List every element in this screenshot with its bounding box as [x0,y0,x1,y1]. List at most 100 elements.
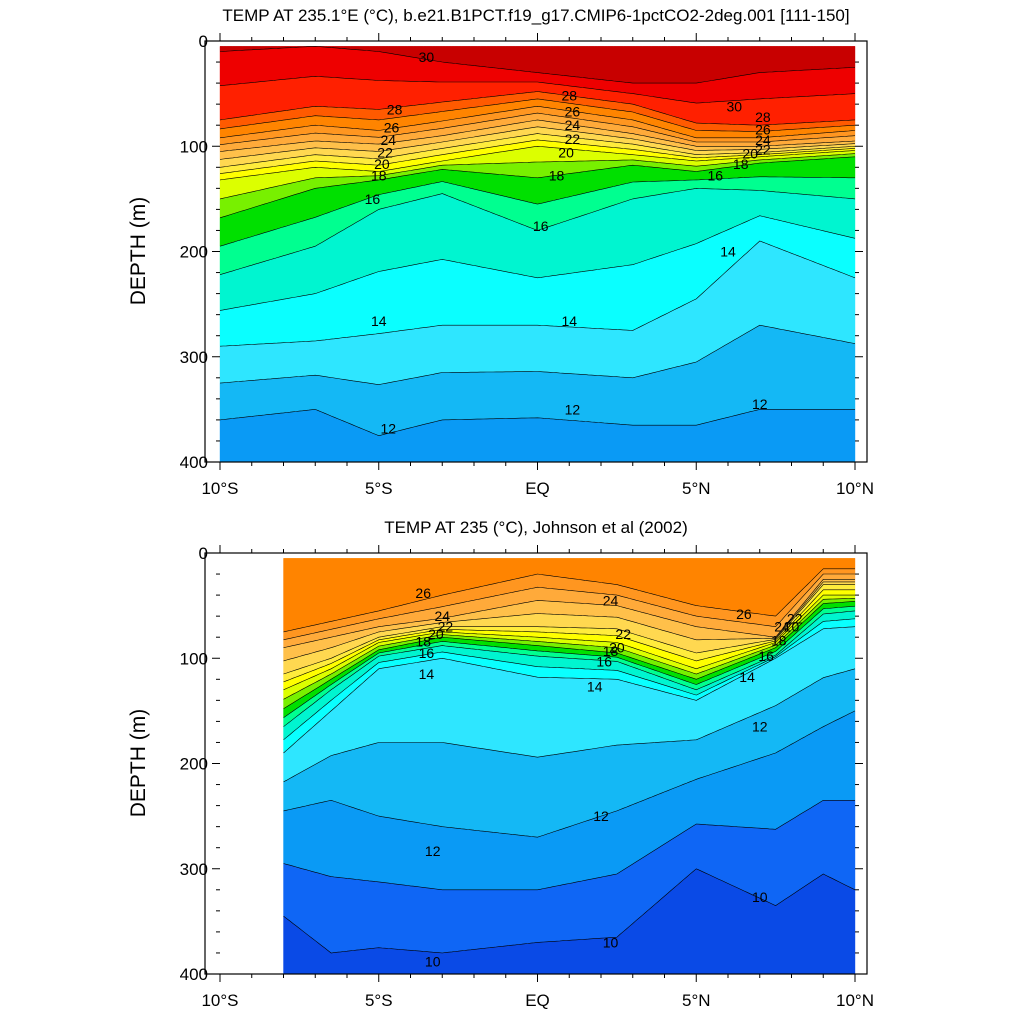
contour-label: 22 [565,131,581,147]
contour-label: 18 [371,168,387,184]
y-tick-label: 400 [180,965,208,984]
bottom-plot-frame [204,552,868,975]
contour-label: 28 [562,88,578,104]
y-tick-label: 100 [180,137,208,156]
contour-line [283,668,856,783]
contour-line [219,240,856,347]
contour-label: 22 [755,141,771,157]
contour-label: 12 [752,719,768,735]
contour-label: 20 [558,145,574,161]
contour-label: 20 [784,619,800,635]
bottom-contour-lines [283,568,856,954]
contour-label: 24 [774,619,790,635]
contour-line [219,119,856,152]
contour-label: 26 [565,104,581,120]
contour-line [283,598,856,700]
contour-label: 20 [374,156,390,172]
contour-label: 22 [377,145,393,161]
contour-line [219,187,856,275]
contour-label: 10 [425,953,441,969]
contour-line [219,112,856,145]
contour-line [219,153,856,200]
contour-label: 12 [565,401,581,417]
contour-line [283,601,856,710]
contour-label: 24 [381,132,397,148]
x-tick-label: 10°S [201,991,238,1010]
x-tick-label: 10°N [836,479,874,498]
contour-label: 22 [615,626,631,642]
contour-label: 20 [428,626,444,642]
contour-label: 16 [758,648,774,664]
contour-label: 16 [419,645,435,661]
contour-line [283,568,855,633]
contour-label: 12 [381,420,397,436]
contour-label: 28 [387,101,403,117]
y-tick-label: 100 [180,649,208,668]
contour-label: 26 [736,606,752,622]
contour-line [283,605,856,718]
bottom-x-axis: 10°S 5°S EQ 5°N 10°N [201,545,874,1010]
contour-line [283,868,856,954]
contour-label: 24 [565,117,581,133]
y-tick-label: 0 [199,544,208,563]
contour-label: 24 [435,608,451,624]
bottom-contour-panel: TEMP AT 235 (°C), Johnson et al (2002) D… [127,518,874,1010]
contour-line [219,91,856,126]
contour-label: 22 [787,610,803,626]
contour-label: 26 [755,121,771,137]
y-tick-label: 300 [180,860,208,879]
contour-line [219,176,855,247]
contour-line [283,584,855,675]
bottom-panel-title: TEMP AT 235 (°C), Johnson et al (2002) [384,518,688,537]
contour-line [283,581,855,662]
contour-line [283,626,856,754]
x-tick-label: EQ [525,991,550,1010]
contour-label: 18 [549,168,565,184]
contour-label: 14 [562,313,578,329]
contour-label: 12 [752,396,768,412]
contour-label: 16 [533,218,549,234]
contour-label: 28 [755,109,771,125]
contour-label: 18 [733,156,749,172]
x-tick-label: 10°S [201,479,238,498]
x-tick-label: 10°N [836,991,874,1010]
x-tick-label: 5°N [682,991,711,1010]
contour-line [219,139,856,174]
contour-label: 16 [365,191,381,207]
contour-label: 14 [720,244,736,260]
bottom-y-axis-label: DEPTH (m) [127,709,150,818]
y-tick-label: 200 [180,755,208,774]
x-tick-label: 5°S [365,479,393,498]
contour-label: 14 [419,666,435,682]
top-panel-title: TEMP AT 235.1°E (°C), b.e21.B1PCT.f19_g1… [222,6,849,25]
y-tick-label: 300 [180,348,208,367]
contour-line [283,573,855,641]
contour-label: 10 [603,934,619,950]
contour-label: 10 [752,889,768,905]
contour-line [219,145,856,181]
contour-label: 20 [742,146,758,162]
contour-line [283,800,855,891]
contour-line [219,75,856,104]
top-y-axis-label: DEPTH (m) [127,197,150,306]
bottom-y-axis: 0 100 200 300 400 [180,544,863,984]
contour-label: 14 [587,679,603,695]
x-tick-label: 5°N [682,479,711,498]
contour-line [283,589,855,683]
contour-label: 30 [727,98,743,114]
y-tick-label: 400 [180,453,208,472]
contour-label: 12 [425,843,441,859]
contour-label: 26 [384,119,400,135]
top-plot-frame [204,40,868,463]
contour-label: 26 [415,585,431,601]
top-contour-panel: TEMP AT 235.1°E (°C), b.e21.B1PCT.f19_g1… [127,6,874,498]
contour-label: 18 [415,633,431,649]
contour-line [283,610,856,727]
contour-line [283,594,855,691]
contour-label: 14 [739,669,755,685]
contour-line [219,45,856,84]
contour-line [283,579,855,648]
contour-line [219,215,856,311]
